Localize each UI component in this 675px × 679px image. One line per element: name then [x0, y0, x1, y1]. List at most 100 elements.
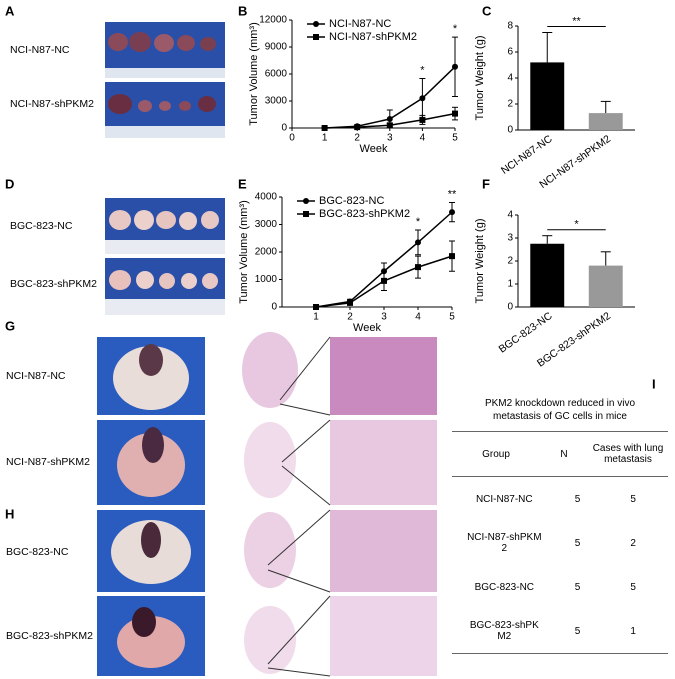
table-row: BGC-823-NC 5 5 — [452, 565, 668, 609]
panel-label: B — [238, 3, 247, 18]
lung-photo — [97, 337, 205, 676]
error-bar — [542, 235, 553, 244]
panel-label: C — [482, 3, 492, 18]
table-cell: NCI-N87-shPKM2 — [467, 532, 542, 554]
table-cell: 5 — [574, 625, 581, 637]
y-tick-label: 3000 — [255, 219, 278, 230]
row-label: NCI-N87-shPKM2 — [10, 98, 94, 110]
y-axis-label: Tumor Volume (mm³) — [238, 200, 250, 304]
x-tick-label: 2 — [347, 312, 353, 323]
table-cell: NCI-N87-NC — [475, 493, 533, 505]
significance: * — [453, 23, 458, 35]
table-cell: 5 — [574, 581, 581, 593]
table-row: NCI-N87-NC 5 5 — [452, 477, 668, 521]
x-tick-label: BGC-823-NC — [497, 310, 555, 356]
bar — [530, 243, 565, 307]
panel-label: A — [5, 3, 15, 18]
legend-marker — [313, 34, 319, 40]
row-label: NCI-N87-NC — [6, 370, 66, 382]
y-tick-label: 0 — [507, 302, 513, 313]
error-bar — [600, 100, 611, 114]
table-cell: 2 — [630, 537, 636, 549]
marker — [381, 277, 387, 284]
marker — [321, 125, 328, 131]
marker — [313, 304, 319, 310]
significance: * — [416, 216, 421, 228]
panel-label: D — [5, 176, 14, 191]
row-label: BGC-823-NC — [6, 546, 69, 558]
x-tick-label: 0 — [289, 133, 295, 144]
bar — [588, 265, 623, 307]
x-tick-label: 5 — [449, 312, 455, 323]
y-tick-label: 0 — [507, 125, 513, 136]
legend-marker — [313, 21, 319, 27]
legend-label: NCI-N87-shPKM2 — [329, 31, 417, 43]
y-tick-label: 3000 — [265, 96, 288, 107]
x-tick-label: 2 — [354, 133, 360, 144]
x-axis-label: Week — [360, 143, 388, 155]
marker — [452, 110, 458, 117]
y-tick-label: 4000 — [255, 192, 278, 203]
marker — [415, 239, 421, 246]
table-title: PKM2 knockdown reduced in vivo metastasi… — [452, 393, 668, 432]
row-label: NCI-N87-shPKM2 — [6, 456, 90, 468]
y-tick-label: 1 — [507, 279, 513, 290]
significance: ** — [448, 188, 457, 200]
legend-label: BGC-823-shPKM2 — [319, 208, 410, 220]
y-tick-label: 0 — [281, 123, 287, 134]
error-bar — [542, 32, 553, 63]
row-label: NCI-N87-NC — [10, 44, 70, 56]
marker — [386, 116, 393, 122]
x-tick-label: 5 — [452, 133, 458, 144]
marker — [419, 95, 426, 102]
legend-marker — [303, 198, 309, 204]
table-cell: 1 — [630, 625, 636, 637]
y-tick-label: 0 — [271, 302, 277, 313]
column-header: N — [560, 448, 568, 460]
marker — [354, 124, 361, 131]
x-tick-label: 4 — [415, 312, 421, 323]
series-line — [315, 211, 453, 308]
significance: * — [574, 219, 579, 231]
y-tick-label: 2 — [507, 256, 513, 267]
y-tick-label: 6000 — [265, 69, 288, 80]
y-tick-label: 4 — [507, 73, 513, 84]
x-tick-label: NCI-N87-NC — [499, 133, 555, 177]
legend-label: NCI-N87-NC — [329, 18, 391, 30]
table-cell: 5 — [630, 581, 636, 593]
marker — [449, 209, 455, 216]
panel-label: F — [482, 176, 490, 191]
histology-image — [242, 332, 437, 677]
x-tick-label: 1 — [322, 133, 328, 144]
y-tick-label: 3 — [507, 233, 513, 244]
y-tick-label: 2 — [507, 99, 513, 110]
y-tick-label: 9000 — [265, 42, 288, 53]
significance: * — [420, 64, 425, 76]
y-axis-label: Tumor Weight (g) — [474, 219, 486, 304]
legend-label: BGC-823-NC — [319, 195, 384, 207]
table-header-row: Group N Cases with lung metastasis — [452, 432, 668, 477]
panel-label: G — [5, 318, 15, 333]
y-tick-label: 4 — [507, 210, 513, 221]
tumor-photo — [105, 22, 225, 138]
x-tick-label: 3 — [381, 312, 387, 323]
bar — [530, 62, 565, 130]
marker — [347, 299, 353, 306]
y-tick-label: 1000 — [255, 274, 278, 285]
column-header: Group — [482, 448, 510, 460]
table-row: NCI-N87-shPKM2 5 2 — [452, 521, 668, 565]
bar — [588, 113, 623, 130]
row-label: BGC-823-shPKM2 — [10, 278, 97, 290]
table-cell: 5 — [630, 493, 636, 505]
table-cell: 5 — [574, 537, 581, 549]
x-tick-label: 3 — [387, 133, 393, 144]
marker — [386, 122, 393, 129]
row-label: BGC-823-NC — [10, 220, 73, 232]
significance: ** — [572, 15, 581, 27]
legend-marker — [303, 211, 309, 217]
tumor-photo — [105, 198, 225, 315]
x-tick-label: 4 — [420, 133, 426, 144]
panel-label: H — [5, 506, 14, 521]
